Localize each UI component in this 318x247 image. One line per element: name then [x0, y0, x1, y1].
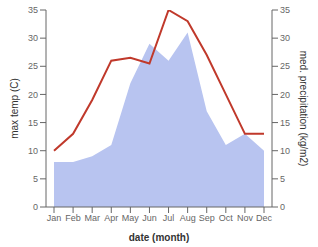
svg-text:Sep: Sep — [199, 213, 215, 223]
svg-text:Jul: Jul — [163, 213, 175, 223]
svg-text:15: 15 — [280, 118, 290, 128]
svg-text:Oct: Oct — [219, 213, 234, 223]
svg-text:10: 10 — [280, 146, 290, 156]
svg-text:Apr: Apr — [104, 213, 118, 223]
svg-text:0: 0 — [33, 202, 38, 212]
svg-text:25: 25 — [280, 61, 290, 71]
svg-text:med. precipitation (kg/m2): med. precipitation (kg/m2) — [298, 51, 309, 167]
svg-text:35: 35 — [28, 5, 38, 15]
svg-text:30: 30 — [280, 33, 290, 43]
svg-text:May: May — [122, 213, 140, 223]
svg-text:0: 0 — [280, 202, 285, 212]
svg-text:25: 25 — [28, 61, 38, 71]
svg-text:Jan: Jan — [47, 213, 62, 223]
svg-text:20: 20 — [28, 90, 38, 100]
svg-text:date (month): date (month) — [129, 232, 190, 243]
svg-text:Aug: Aug — [180, 213, 196, 223]
svg-text:35: 35 — [280, 5, 290, 15]
svg-text:Nov: Nov — [237, 213, 254, 223]
svg-text:5: 5 — [280, 174, 285, 184]
svg-text:30: 30 — [28, 33, 38, 43]
svg-text:Jun: Jun — [142, 213, 157, 223]
svg-text:max temp (C): max temp (C) — [9, 78, 20, 139]
svg-text:Dec: Dec — [256, 213, 273, 223]
svg-text:20: 20 — [280, 90, 290, 100]
svg-text:5: 5 — [33, 174, 38, 184]
svg-text:Feb: Feb — [65, 213, 81, 223]
svg-text:10: 10 — [28, 146, 38, 156]
svg-text:15: 15 — [28, 118, 38, 128]
svg-text:Mar: Mar — [84, 213, 100, 223]
